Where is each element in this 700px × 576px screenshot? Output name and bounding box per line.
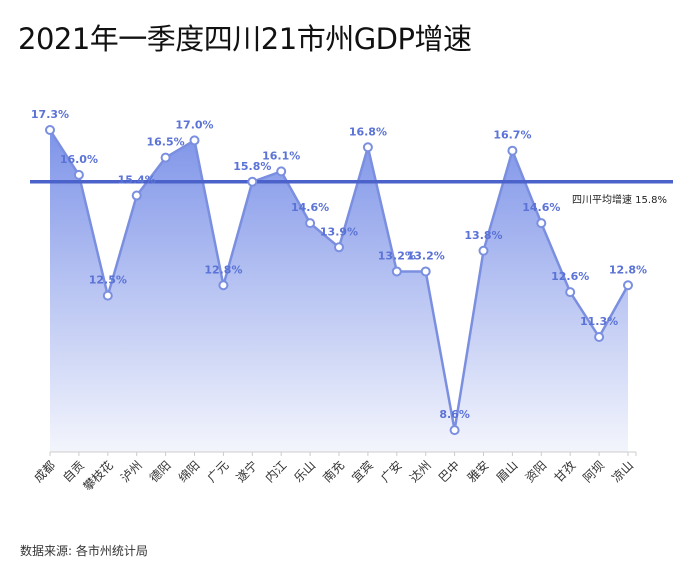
data-point	[102, 290, 113, 301]
data-point	[623, 280, 633, 291]
data-label: 17.0%	[175, 118, 213, 131]
data-label: 16.0%	[60, 153, 98, 166]
x-tick-label: 甘孜	[551, 458, 578, 485]
data-label: 13.8%	[464, 229, 502, 242]
data-point	[247, 176, 258, 187]
data-point	[565, 287, 576, 298]
data-point	[73, 169, 84, 180]
x-tick-label: 德阳	[146, 458, 174, 486]
data-point	[420, 266, 431, 277]
x-tick-label: 达州	[407, 458, 434, 485]
data-label: 16.8%	[349, 125, 387, 138]
data-point	[362, 142, 373, 153]
x-tick-label: 乐山	[291, 458, 318, 485]
x-tick-label: 凉山	[609, 458, 637, 486]
data-point	[218, 280, 229, 291]
data-label: 16.5%	[147, 136, 185, 149]
data-label: 13.9%	[320, 225, 358, 238]
data-point	[160, 152, 171, 163]
x-tick-label: 广元	[205, 458, 232, 485]
x-tick-label: 眉山	[494, 458, 521, 485]
x-tick-label: 阿坝	[580, 458, 607, 485]
data-point	[449, 425, 460, 436]
x-tick-label: 泸州	[118, 458, 145, 485]
data-point	[276, 166, 287, 177]
data-label: 13.2%	[378, 249, 416, 262]
data-point	[391, 266, 402, 277]
x-tick-label: 宜宾	[348, 458, 376, 486]
data-label: 17.3%	[31, 108, 69, 121]
x-tick-label: 遂宁	[233, 458, 261, 486]
data-point	[536, 218, 547, 229]
x-tick-label: 巴中	[435, 458, 463, 486]
data-label: 13.2%	[407, 249, 445, 262]
data-label: 15.8%	[233, 160, 271, 173]
x-tick-label: 南充	[320, 458, 348, 486]
data-point	[478, 245, 489, 256]
x-tick-label: 成都	[31, 458, 58, 485]
chart-title: 2021年一季度四川21市州GDP增速	[18, 22, 472, 56]
data-label: 14.6%	[522, 201, 560, 214]
x-tick-label: 广安	[377, 458, 405, 486]
data-point	[334, 242, 344, 253]
data-label: 14.6%	[291, 201, 329, 214]
data-label: 12.8%	[204, 263, 242, 276]
data-point	[45, 125, 55, 135]
data-label: 16.1%	[262, 149, 300, 162]
data-point	[507, 145, 518, 156]
data-label: 12.5%	[89, 274, 127, 287]
area-fill	[50, 130, 628, 452]
data-label: 8.6%	[439, 408, 470, 421]
data-label: 11.3%	[580, 315, 618, 328]
x-tick-label: 攀枝花	[80, 458, 116, 494]
data-point	[305, 218, 316, 229]
data-label: 12.6%	[551, 270, 589, 283]
x-tick-label: 资阳	[523, 458, 550, 485]
data-point	[189, 135, 200, 146]
data-point	[131, 190, 142, 201]
source-note: 数据来源: 各市州统计局	[20, 544, 148, 558]
data-label: 15.4%	[118, 174, 156, 187]
average-label: 四川平均增速 15.8%	[572, 193, 667, 206]
data-point	[594, 332, 605, 342]
x-tick-label: 雅安	[464, 458, 492, 486]
data-label: 16.7%	[493, 129, 531, 142]
x-tick-label: 绵阳	[176, 458, 203, 485]
x-tick-label: 内江	[262, 458, 289, 485]
data-label: 12.8%	[609, 263, 647, 276]
